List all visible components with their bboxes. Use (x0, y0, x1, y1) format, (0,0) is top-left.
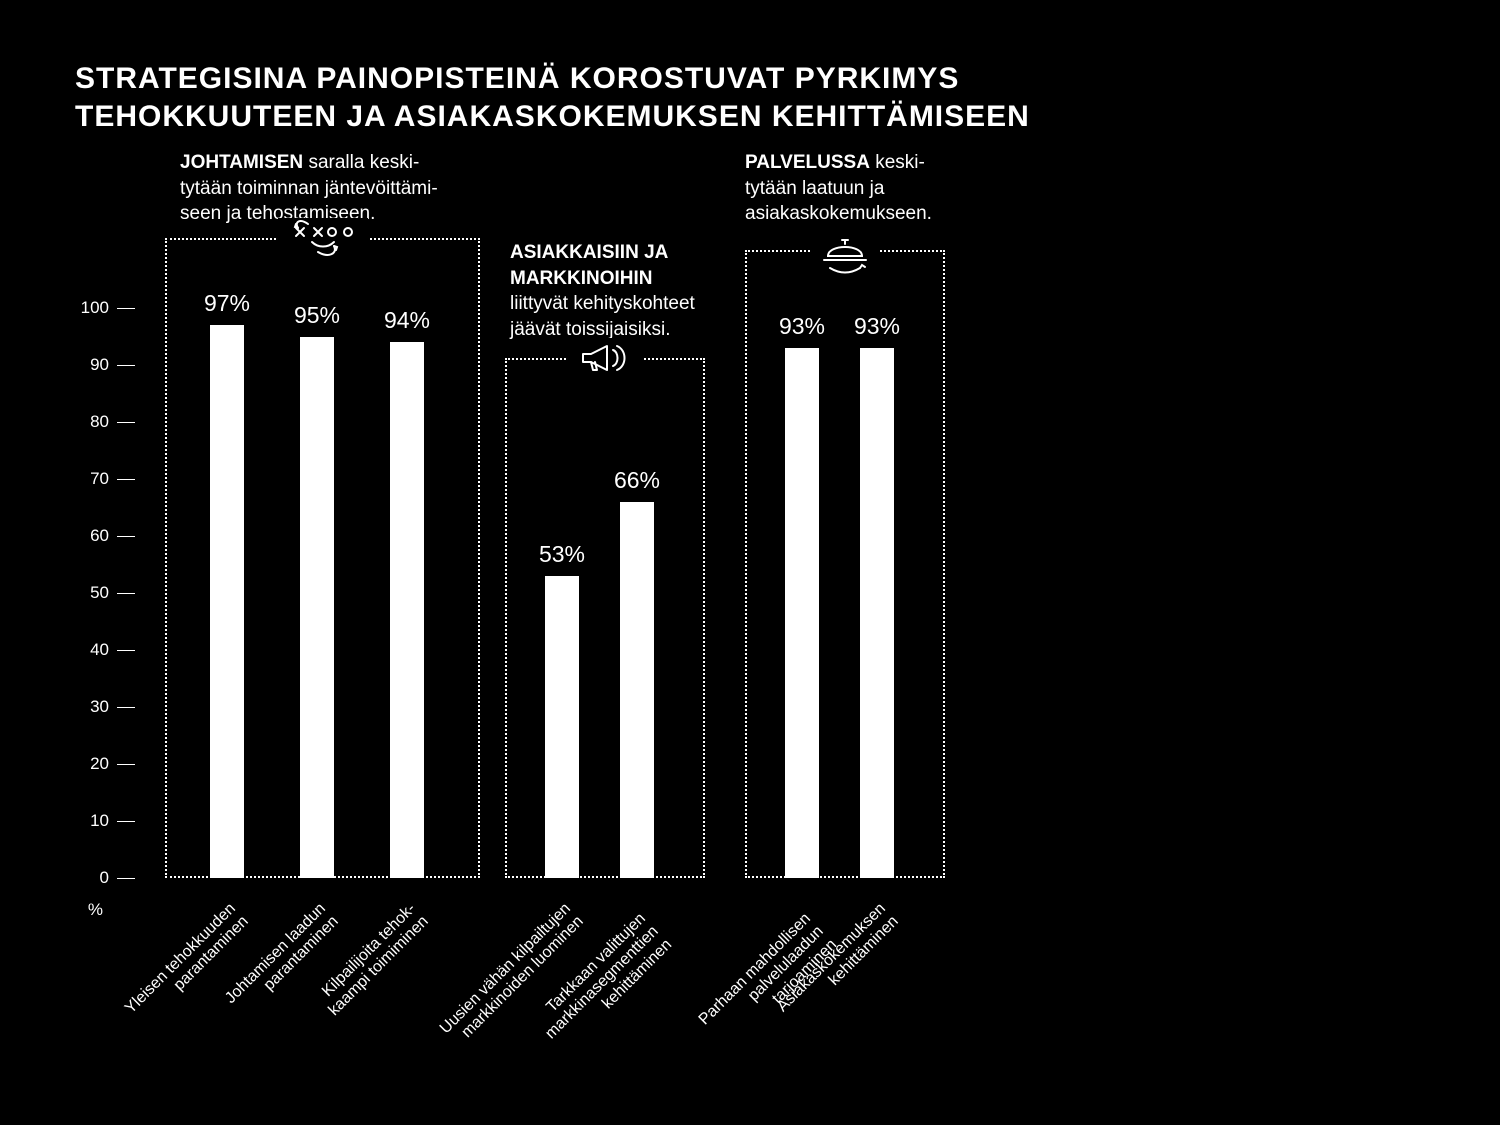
bar-value-label: 53% (539, 541, 585, 568)
title-line-1: STRATEGISINA PAINOPISTEINÄ KOROSTUVAT PY… (75, 62, 959, 95)
bar-johtaminen-1: 95%Johtamisen laadunparantaminen (300, 337, 334, 879)
group-icon-asiakkaat (567, 338, 643, 383)
bar-johtaminen-2: 94%Kilpailijoita tehok-kaampi toimiminen (390, 342, 424, 878)
bar-asiakkaat-1: 66%Tarkkaan valittujenmarkkinasegmenttie… (620, 502, 654, 878)
groups-layer: JOHTAMISEN saralla keski-tytään toiminna… (75, 160, 1425, 878)
group-icon-palvelu (810, 230, 880, 279)
group-box-palvelu (745, 250, 945, 878)
group-box-asiakkaat (505, 358, 705, 878)
bar-asiakkaat-0: 53%Uusien vähän kilpailtujenmarkkinoiden… (545, 576, 579, 878)
service-bell-icon (820, 230, 870, 274)
group-description-palvelu: PALVELUSSA keski-tytään laatuun jaasiaka… (745, 150, 932, 227)
bar-value-label: 93% (854, 313, 900, 340)
megaphone-icon (577, 338, 633, 378)
bar-palvelu-1: 93%Asiakaskokemuksenkehittäminen (860, 348, 894, 878)
bar-category-label: Yleisen tehokkuudenparantaminen (122, 900, 253, 1031)
bar-value-label: 97% (204, 290, 250, 317)
group-description-asiakkaat: ASIAKKAISIIN JAMARKKINOIHINliittyvät keh… (510, 240, 695, 343)
group-icon-johtaminen (278, 218, 368, 263)
bar-johtaminen-0: 97%Yleisen tehokkuudenparantaminen (210, 325, 244, 878)
group-description-johtaminen: JOHTAMISEN saralla keski-tytään toiminna… (180, 150, 438, 227)
y-axis-unit: % (88, 900, 103, 920)
bar-value-label: 93% (779, 313, 825, 340)
bar-palvelu-0: 93%Parhaan mahdollisenpalvelulaaduntarjo… (785, 348, 819, 878)
strategy-icon (288, 218, 358, 258)
bar-value-label: 66% (614, 467, 660, 494)
bar-value-label: 94% (384, 307, 430, 334)
page-title: STRATEGISINA PAINOPISTEINÄ KOROSTUVAT PY… (75, 60, 1030, 135)
bar-value-label: 95% (294, 302, 340, 329)
title-line-2: TEHOKKUUTEEN JA ASIAKASKOKEMUKSEN KEHITT… (75, 100, 1030, 133)
bar-chart: % 1009080706050403020100 JOHTAMISEN sara… (75, 160, 1425, 1060)
